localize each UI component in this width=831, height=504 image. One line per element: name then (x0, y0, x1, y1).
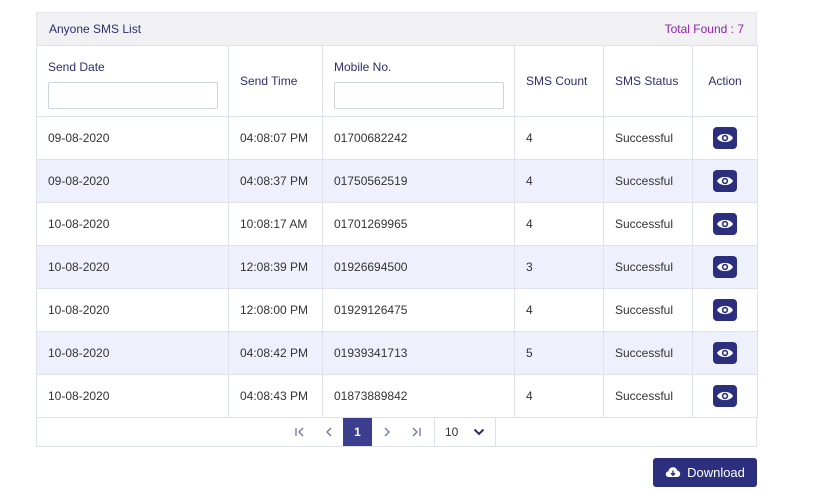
cell-action (692, 202, 758, 246)
mobile-filter-input[interactable] (334, 82, 504, 109)
last-page-button[interactable] (401, 418, 430, 446)
first-page-icon (294, 427, 303, 437)
column-sms-count: SMS Count (514, 45, 604, 117)
cell-sms-count: 5 (514, 331, 604, 375)
cell-action (692, 288, 758, 332)
cloud-download-icon (665, 467, 681, 477)
cell-mobile: 01926694500 (322, 245, 515, 289)
cell-sms-status: Successful (603, 159, 693, 203)
cell-sms-count: 4 (514, 116, 604, 160)
cell-send-date: 10-08-2020 (36, 374, 229, 418)
panel-title: Anyone SMS List (49, 22, 142, 36)
download-button[interactable]: Download (653, 458, 757, 487)
cell-send-time: 04:08:07 PM (228, 116, 323, 160)
column-mobile: Mobile No. (322, 45, 515, 117)
column-send-date: Send Date (36, 45, 229, 117)
cell-mobile: 01750562519 (322, 159, 515, 203)
eye-icon (717, 176, 733, 186)
column-send-date-label: Send Date (48, 60, 105, 74)
cell-action (692, 374, 758, 418)
total-found-count: Total Found : 7 (664, 22, 744, 36)
view-button[interactable] (713, 127, 737, 149)
cell-mobile: 01939341713 (322, 331, 515, 375)
view-button[interactable] (713, 385, 737, 407)
cell-send-time: 04:08:43 PM (228, 374, 323, 418)
cell-mobile: 01873889842 (322, 374, 515, 418)
cell-send-time: 10:08:17 AM (228, 202, 323, 246)
eye-icon (717, 133, 733, 143)
table-header-row: Send Date Send Time Mobile No. SMS Count… (36, 45, 758, 117)
view-button[interactable] (713, 299, 737, 321)
cell-sms-status: Successful (603, 116, 693, 160)
next-page-icon (384, 427, 390, 437)
table-row: 10-08-2020 04:08:42 PM 01939341713 5 Suc… (36, 331, 758, 375)
cell-action (692, 159, 758, 203)
eye-icon (717, 305, 733, 315)
cell-sms-status: Successful (603, 288, 693, 332)
view-button[interactable] (713, 213, 737, 235)
chevron-down-icon (473, 428, 485, 436)
cell-action (692, 116, 758, 160)
sms-table: Send Date Send Time Mobile No. SMS Count… (36, 45, 758, 418)
cell-send-date: 10-08-2020 (36, 288, 229, 332)
table-row: 10-08-2020 04:08:43 PM 01873889842 4 Suc… (36, 374, 758, 418)
page-size-select[interactable]: 10 (434, 418, 496, 446)
cell-sms-status: Successful (603, 245, 693, 289)
cell-sms-count: 4 (514, 374, 604, 418)
cell-send-date: 10-08-2020 (36, 331, 229, 375)
table-row: 10-08-2020 12:08:00 PM 01929126475 4 Suc… (36, 288, 758, 332)
cell-send-time: 04:08:42 PM (228, 331, 323, 375)
cell-send-date: 09-08-2020 (36, 116, 229, 160)
prev-page-button[interactable] (314, 418, 343, 446)
first-page-button[interactable] (285, 418, 314, 446)
table-row: 09-08-2020 04:08:07 PM 01700682242 4 Suc… (36, 116, 758, 160)
cell-mobile: 01701269965 (322, 202, 515, 246)
next-page-button[interactable] (372, 418, 401, 446)
cell-sms-status: Successful (603, 374, 693, 418)
eye-icon (717, 391, 733, 401)
last-page-icon (412, 427, 421, 437)
current-page-button[interactable]: 1 (343, 418, 372, 446)
eye-icon (717, 262, 733, 272)
cell-sms-count: 4 (514, 202, 604, 246)
table-row: 09-08-2020 04:08:37 PM 01750562519 4 Suc… (36, 159, 758, 203)
table-row: 10-08-2020 12:08:39 PM 01926694500 3 Suc… (36, 245, 758, 289)
column-sms-status: SMS Status (603, 45, 693, 117)
cell-send-date: 10-08-2020 (36, 245, 229, 289)
panel-header: Anyone SMS List Total Found : 7 (36, 12, 757, 45)
cell-send-date: 10-08-2020 (36, 202, 229, 246)
pagination-bar: 1 10 (36, 418, 757, 447)
column-send-time: Send Time (228, 45, 323, 117)
cell-sms-count: 4 (514, 159, 604, 203)
view-button[interactable] (713, 170, 737, 192)
view-button[interactable] (713, 342, 737, 364)
eye-icon (717, 348, 733, 358)
cell-sms-count: 3 (514, 245, 604, 289)
cell-send-time: 12:08:39 PM (228, 245, 323, 289)
cell-action (692, 331, 758, 375)
eye-icon (717, 219, 733, 229)
cell-sms-status: Successful (603, 331, 693, 375)
cell-send-time: 12:08:00 PM (228, 288, 323, 332)
column-mobile-label: Mobile No. (334, 60, 392, 74)
page-size-value: 10 (445, 425, 459, 439)
pagination-controls: 1 10 (285, 418, 496, 446)
cell-action (692, 245, 758, 289)
cell-sms-status: Successful (603, 202, 693, 246)
table-row: 10-08-2020 10:08:17 AM 01701269965 4 Suc… (36, 202, 758, 246)
sms-list-panel: Anyone SMS List Total Found : 7 Send Dat… (36, 12, 758, 447)
cell-mobile: 01929126475 (322, 288, 515, 332)
view-button[interactable] (713, 256, 737, 278)
cell-mobile: 01700682242 (322, 116, 515, 160)
cell-send-time: 04:08:37 PM (228, 159, 323, 203)
download-label: Download (687, 465, 745, 480)
prev-page-icon (325, 427, 331, 437)
cell-sms-count: 4 (514, 288, 604, 332)
column-action: Action (692, 45, 758, 117)
cell-send-date: 09-08-2020 (36, 159, 229, 203)
send-date-filter-input[interactable] (48, 82, 218, 109)
